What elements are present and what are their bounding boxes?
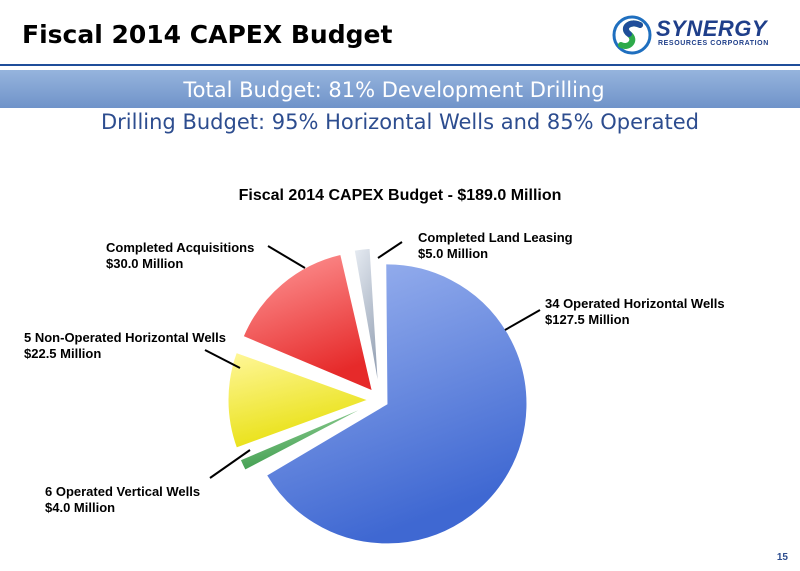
company-logo: SYNERGY RESOURCES CORPORATION [612,14,782,56]
pie-slice-3 [242,253,373,392]
logo-subtitle: RESOURCES CORPORATION [658,40,769,47]
subtitle: Drilling Budget: 95% Horizontal Wells an… [100,110,700,134]
label-operated-vertical: 6 Operated Vertical Wells $4.0 Million [45,484,200,516]
leader-line-2 [204,349,241,369]
chart-title: Fiscal 2014 CAPEX Budget - $189.0 Millio… [238,187,562,204]
label-operated-horizontal: 34 Operated Horizontal Wells $127.5 Mill… [545,296,725,328]
page-number: 15 [776,552,788,563]
label-value: $30.0 Million [106,256,184,271]
banner [0,70,800,108]
pie-slice-0 [265,263,528,545]
synergy-s-logo-icon [612,15,652,55]
leader-line-1 [209,449,251,479]
label-name: 5 Non-Operated Horizontal Wells [24,330,227,345]
label-name: Completed Land Leasing [418,230,573,245]
label-acquisitions: Completed Acquisitions $30.0 Million [106,240,254,272]
pie-slice-1 [239,404,370,471]
label-value: $127.5 Million [545,312,630,327]
label-value: $4.0 Million [45,500,116,515]
label-land-leasing: Completed Land Leasing $5.0 Million [418,230,573,262]
header-rule [0,64,800,66]
slide-title: Fiscal 2014 CAPEX Budget [22,20,393,49]
leader-line-4 [377,241,403,259]
label-value: $22.5 Million [24,346,102,361]
leader-line-0 [504,309,541,331]
pie-slice-4 [353,247,380,389]
logo-name: SYNERGY [656,16,768,41]
label-value: $5.0 Million [418,246,489,261]
label-name: 6 Operated Vertical Wells [45,484,201,499]
label-name: 34 Operated Horizontal Wells [545,296,725,311]
pie-slice-2 [227,351,370,449]
label-name: Completed Acquisitions [106,240,255,255]
leader-line-3 [267,245,306,269]
banner-text: Total Budget: 81% Development Drilling [183,78,605,102]
label-non-operated-horizontal: 5 Non-Operated Horizontal Wells $22.5 Mi… [24,330,226,362]
